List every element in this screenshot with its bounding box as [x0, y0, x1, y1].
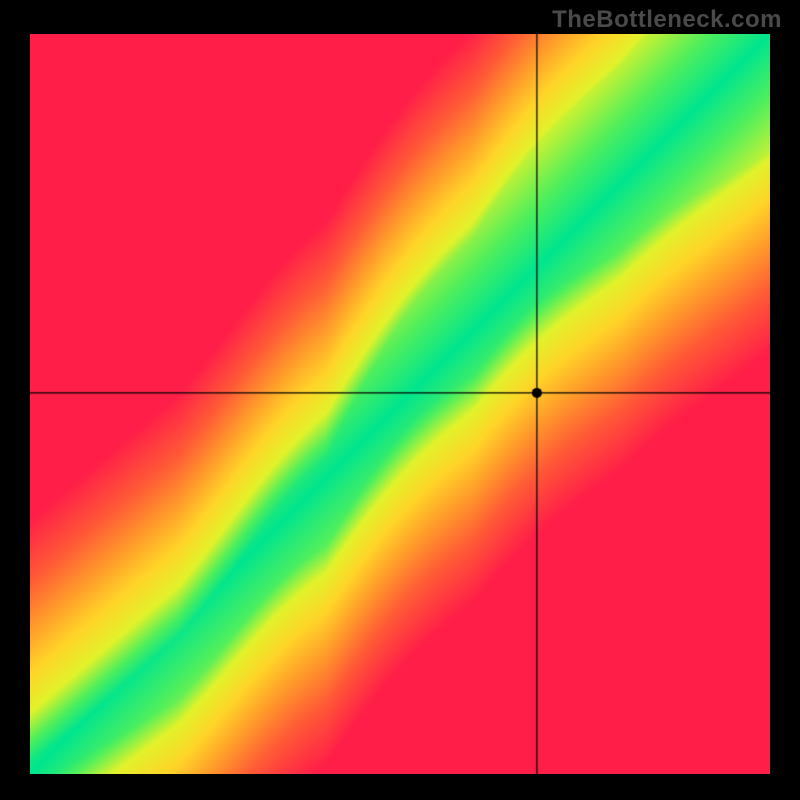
bottleneck-heatmap — [30, 34, 770, 774]
heatmap-canvas — [30, 34, 770, 774]
attribution-text: TheBottleneck.com — [552, 6, 782, 34]
